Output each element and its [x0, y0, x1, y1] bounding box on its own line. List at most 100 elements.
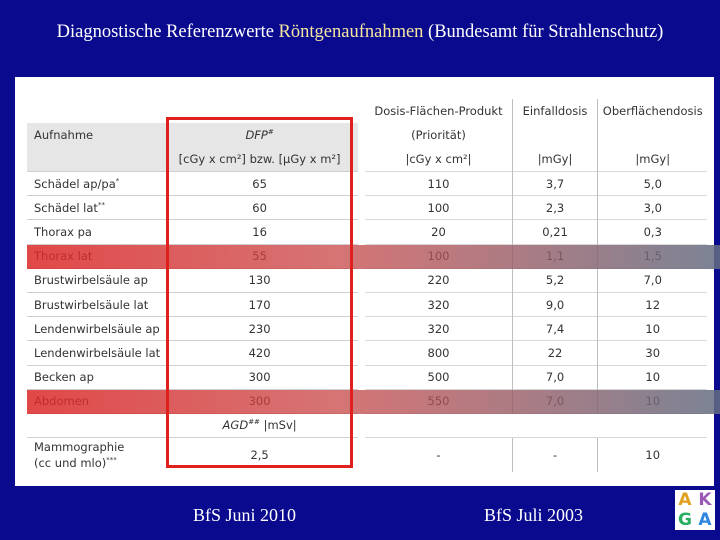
row-name-cell: Brustwirbelsäule ap: [27, 267, 162, 293]
header-row-3: [cGy x cm²] bzw. [µGy x m²] |cGy x cm²| …: [27, 147, 707, 172]
row-footnote-mark: *: [115, 176, 120, 185]
row-name-cell: Becken ap: [27, 364, 162, 390]
row-dfp2: 110: [365, 170, 513, 196]
table-row: Thorax pa 16 20 0,21 0,3: [27, 219, 707, 245]
row-name-cell: Schädel lat**: [27, 195, 162, 220]
table-row: Schädel lat** 60 100 2,3 3,0: [27, 195, 707, 220]
row-name-cell: Brustwirbelsäule lat: [27, 291, 162, 317]
dfp-highlight-box: [166, 117, 353, 468]
header-row-2: Aufnahme DFP# (Priorität): [27, 123, 707, 147]
row-dfp2: 220: [365, 267, 513, 293]
header-dfp-label: DFP: [245, 128, 268, 142]
highlight-band-thorax-lat: [27, 244, 720, 269]
row-ober: 3,0: [597, 195, 707, 220]
mammo-mark: ***: [106, 455, 117, 464]
row-dfp2: 20: [365, 219, 513, 245]
agd-unit: |mSv|: [263, 418, 297, 433]
mammo-line1: Mammographie: [34, 439, 125, 454]
header-ober: Oberflächendosis: [597, 99, 707, 123]
row-name: Schädel ap/pa: [34, 176, 116, 191]
row-dfp: 130: [161, 267, 359, 293]
row-footnote-mark: **: [97, 200, 105, 209]
row-ober: 12: [597, 291, 707, 317]
row-name-cell: Mammographie (cc und mlo)***: [27, 437, 162, 473]
row-dfp: 65: [161, 170, 359, 196]
row-ober: 10: [597, 316, 707, 341]
logo-letter-4: A: [698, 510, 712, 530]
logo-letter-3: G: [678, 510, 692, 530]
row-name: Schädel lat: [34, 200, 98, 215]
slide-title: Diagnostische Referenzwerte Röntgenaufna…: [0, 22, 720, 43]
header-dfp-mark: #: [267, 128, 274, 137]
row-ober: 7,0: [597, 267, 707, 293]
title-part3: (Bundesamt für Strahlenschutz): [423, 22, 664, 42]
row-dfp2: -: [365, 437, 513, 473]
row-dfp: 170: [161, 291, 359, 317]
footer-left-source: BfS Juni 2010: [193, 505, 297, 525]
row-dfp2: 800: [365, 340, 513, 365]
title-part1: Diagnostische Referenzwerte: [56, 22, 279, 42]
table-row: Lendenwirbelsäule ap 230 320 7,4 10: [27, 316, 707, 341]
header-dfp: DFP#: [161, 123, 359, 147]
header-row-1: Dosis-Flächen-Produkt Einfalldosis Oberf…: [27, 99, 707, 123]
row-name: Lendenwirbelsäule ap: [34, 321, 160, 336]
table-row-mammographie: Mammographie (cc und mlo)*** 2,5- -10: [27, 437, 707, 473]
row-dfp: 230: [161, 316, 359, 341]
table-row: Lendenwirbelsäule lat 420 800 22 30: [27, 340, 707, 365]
row-einfall: 2,3: [511, 195, 598, 220]
table-row: Becken ap 300 500 7,0 10: [27, 364, 707, 390]
row-dfp: 300: [161, 364, 359, 390]
row-dfp2: 320: [365, 291, 513, 317]
row-dfp: 60: [161, 195, 359, 220]
header-dfp2-unit: |cGy x cm²|: [405, 152, 472, 166]
row-name: Brustwirbelsäule ap: [34, 273, 148, 288]
agd-label: AGD: [222, 418, 249, 433]
akga-logo: A K G A: [675, 490, 715, 530]
row-name: Lendenwirbelsäule lat: [34, 345, 161, 360]
logo-letter-1: A: [678, 490, 692, 510]
row-dfp: 420: [161, 340, 359, 365]
table-row: Brustwirbelsäule ap 130 220 5,2 7,0: [27, 267, 707, 293]
row-name-cell: Lendenwirbelsäule ap: [27, 316, 162, 341]
highlight-band-abdomen: [27, 389, 720, 414]
header-aufnahme: Aufnahme: [27, 123, 162, 147]
row-name: Thorax pa: [34, 224, 92, 239]
row-einfall: 3,7: [511, 170, 598, 196]
header-ober-unit: |mGy|: [597, 147, 707, 172]
row-einfall: 9,0: [511, 291, 598, 317]
row-dfp2: 100: [365, 195, 513, 220]
footer-right-source: BfS Juli 2003: [484, 505, 584, 525]
row-ober: 10: [597, 437, 707, 473]
row-einfall: 0,21: [511, 219, 598, 245]
agd-mark: ##: [248, 418, 260, 427]
row-dfp2: 320: [365, 316, 513, 341]
row-einfall: 5,2: [511, 267, 598, 293]
header-dfp2-line2: (Priorität): [411, 128, 466, 142]
row-einfall: 7,4: [511, 316, 598, 341]
row-name-cell: Schädel ap/pa*: [27, 170, 162, 196]
row-name: Becken ap: [34, 370, 94, 385]
reference-table-panel: Dosis-Flächen-Produkt Einfalldosis Oberf…: [15, 77, 714, 486]
row-einfall: 7,0: [511, 364, 598, 390]
header-einfall-unit: |mGy|: [511, 147, 598, 172]
row-ober: 5,0: [597, 170, 707, 196]
title-highlight: Röntgenaufnahmen: [278, 22, 424, 42]
header-dfp2-line1: Dosis-Flächen-Produkt: [374, 104, 503, 118]
row-ober: 10: [597, 364, 707, 390]
row-name-cell: Lendenwirbelsäule lat: [27, 340, 162, 365]
header-einfall: Einfalldosis: [511, 99, 598, 123]
mammo-line2: (cc und mlo): [34, 455, 107, 470]
row-dfp: 16: [161, 219, 359, 245]
agd-header-row: AGD## |mSv|: [27, 412, 707, 438]
row-ober: 30: [597, 340, 707, 365]
table-row: Brustwirbelsäule lat 170 320 9,0 12: [27, 291, 707, 317]
row-einfall: -: [511, 437, 598, 473]
row-dfp2: 500: [365, 364, 513, 390]
row-name: Brustwirbelsäule lat: [34, 297, 149, 312]
logo-letter-2: K: [698, 490, 712, 510]
header-dfp-unit: [cGy x cm²] bzw. [µGy x m²]: [161, 147, 359, 172]
row-einfall: 22: [511, 340, 598, 365]
agd-header: AGD## |mSv|: [161, 412, 359, 438]
table-row: Schädel ap/pa* 65 110 3,7 5,0: [27, 170, 707, 196]
reference-values-table: Dosis-Flächen-Produkt Einfalldosis Oberf…: [27, 99, 707, 473]
